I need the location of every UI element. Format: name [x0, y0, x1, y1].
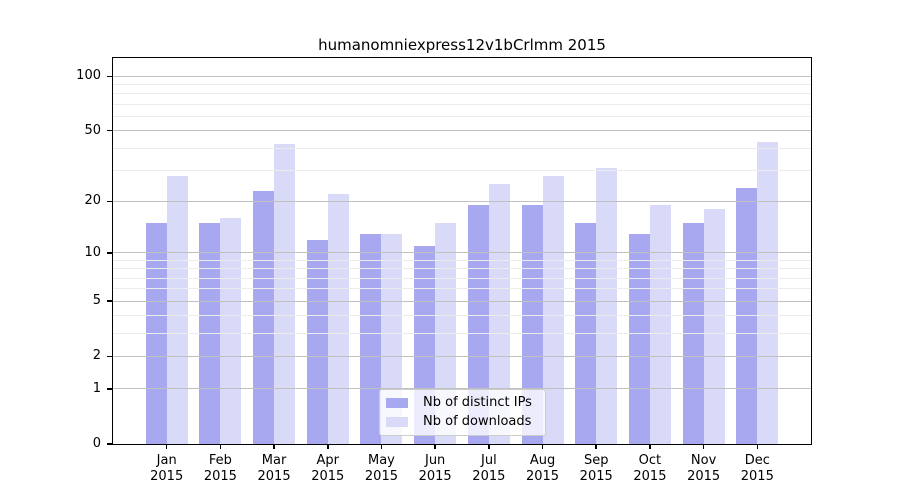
x-tick-label: Dec 2015 — [740, 453, 774, 484]
legend-item-downloads: Nb of downloads — [386, 414, 539, 430]
x-tick-label: Apr 2015 — [311, 453, 345, 484]
x-tick-mark — [488, 444, 490, 449]
bar-nb-of-distinct-ips-may-2015 — [360, 233, 382, 444]
y-tick-label: 1 — [92, 380, 101, 396]
y-tick-label: 10 — [84, 244, 101, 260]
y-tick-mark — [106, 129, 112, 132]
y-tick-label: 0 — [92, 436, 101, 451]
y-tick-label: 2 — [92, 348, 101, 364]
bar-nb-of-downloads-jul-2015 — [488, 184, 510, 444]
bar-nb-of-distinct-ips-mar-2015 — [253, 190, 275, 444]
x-tick-label: Sep 2015 — [579, 453, 613, 484]
x-tick-mark — [649, 444, 651, 449]
bar-nb-of-downloads-aug-2015 — [542, 175, 564, 444]
legend-item-distinct-ips: Nb of distinct IPs — [386, 395, 539, 411]
x-tick-label: May 2015 — [364, 453, 398, 484]
minor-gridline — [113, 315, 811, 317]
minor-gridline — [113, 333, 811, 335]
x-tick-mark — [434, 444, 436, 449]
x-tick-mark — [380, 444, 383, 449]
minor-gridline — [113, 84, 811, 86]
x-tick-mark — [595, 444, 597, 449]
bar-nb-of-downloads-jan-2015 — [166, 175, 188, 444]
major-gridline — [113, 130, 811, 132]
bar-nb-of-distinct-ips-oct-2015 — [628, 233, 650, 444]
bar-nb-of-downloads-nov-2015 — [703, 209, 725, 444]
legend: Nb of distinct IPs Nb of downloads — [379, 389, 546, 436]
major-gridline — [113, 355, 811, 357]
bar-nb-of-downloads-dec-2015 — [757, 142, 779, 444]
x-tick-label: Aug 2015 — [525, 453, 560, 484]
bar-nb-of-downloads-oct-2015 — [649, 205, 671, 444]
y-tick-mark — [106, 200, 112, 203]
legend-swatch-downloads-icon — [386, 417, 408, 427]
minor-gridline — [113, 169, 811, 171]
major-gridline — [113, 200, 811, 202]
x-tick-label: Jul 2015 — [472, 453, 506, 484]
bar-nb-of-downloads-sep-2015 — [596, 167, 618, 444]
y-tick-mark — [106, 252, 112, 254]
x-tick-label: Jan 2015 — [150, 453, 184, 484]
minor-gridline — [113, 93, 811, 95]
x-tick-mark — [273, 444, 275, 449]
bar-nb-of-downloads-apr-2015 — [327, 194, 349, 444]
minor-gridline — [113, 277, 811, 279]
y-tick-mark — [106, 75, 112, 77]
chart-title: humanomniexpress12v1bCrlmm 2015 — [318, 36, 606, 54]
legend-label-downloads: Nb of downloads — [423, 414, 532, 429]
legend-label-distinct-ips: Nb of distinct IPs — [423, 395, 532, 410]
minor-gridline — [113, 103, 811, 105]
minor-gridline — [113, 288, 811, 290]
minor-gridline — [113, 260, 811, 262]
x-tick-mark — [327, 444, 329, 449]
legend-swatch-distinct-ips-icon — [386, 398, 408, 408]
major-gridline — [113, 300, 811, 302]
y-tick-mark — [106, 388, 112, 390]
x-tick-mark — [541, 444, 544, 449]
x-tick-label: Oct 2015 — [633, 453, 667, 484]
y-tick-mark — [106, 355, 112, 358]
x-tick-label: Nov 2015 — [687, 453, 721, 484]
y-tick-label: 100 — [76, 68, 101, 84]
bar-nb-of-distinct-ips-jul-2015 — [467, 205, 489, 444]
bar-nb-of-downloads-mar-2015 — [274, 144, 296, 444]
y-tick-mark — [106, 300, 112, 302]
minor-gridline — [113, 115, 811, 117]
y-tick-mark — [106, 443, 112, 445]
y-tick-label: 50 — [84, 122, 101, 138]
minor-gridline — [113, 147, 811, 149]
bar-nb-of-downloads-feb-2015 — [220, 218, 242, 444]
x-tick-mark — [756, 444, 759, 449]
major-gridline — [113, 388, 811, 390]
bar-nb-of-distinct-ips-aug-2015 — [521, 205, 543, 444]
major-gridline — [113, 252, 811, 254]
y-tick-label: 20 — [84, 193, 101, 209]
x-tick-mark — [165, 444, 168, 449]
x-tick-label: Feb 2015 — [203, 453, 237, 484]
x-tick-mark — [702, 444, 705, 449]
y-tick-label: 5 — [92, 293, 101, 309]
minor-gridline — [113, 268, 811, 270]
x-tick-label: Jun 2015 — [418, 453, 452, 484]
x-tick-mark — [219, 444, 222, 449]
bar-nb-of-distinct-ips-apr-2015 — [306, 239, 328, 444]
major-gridline — [113, 75, 811, 77]
x-tick-label: Mar 2015 — [257, 453, 291, 484]
